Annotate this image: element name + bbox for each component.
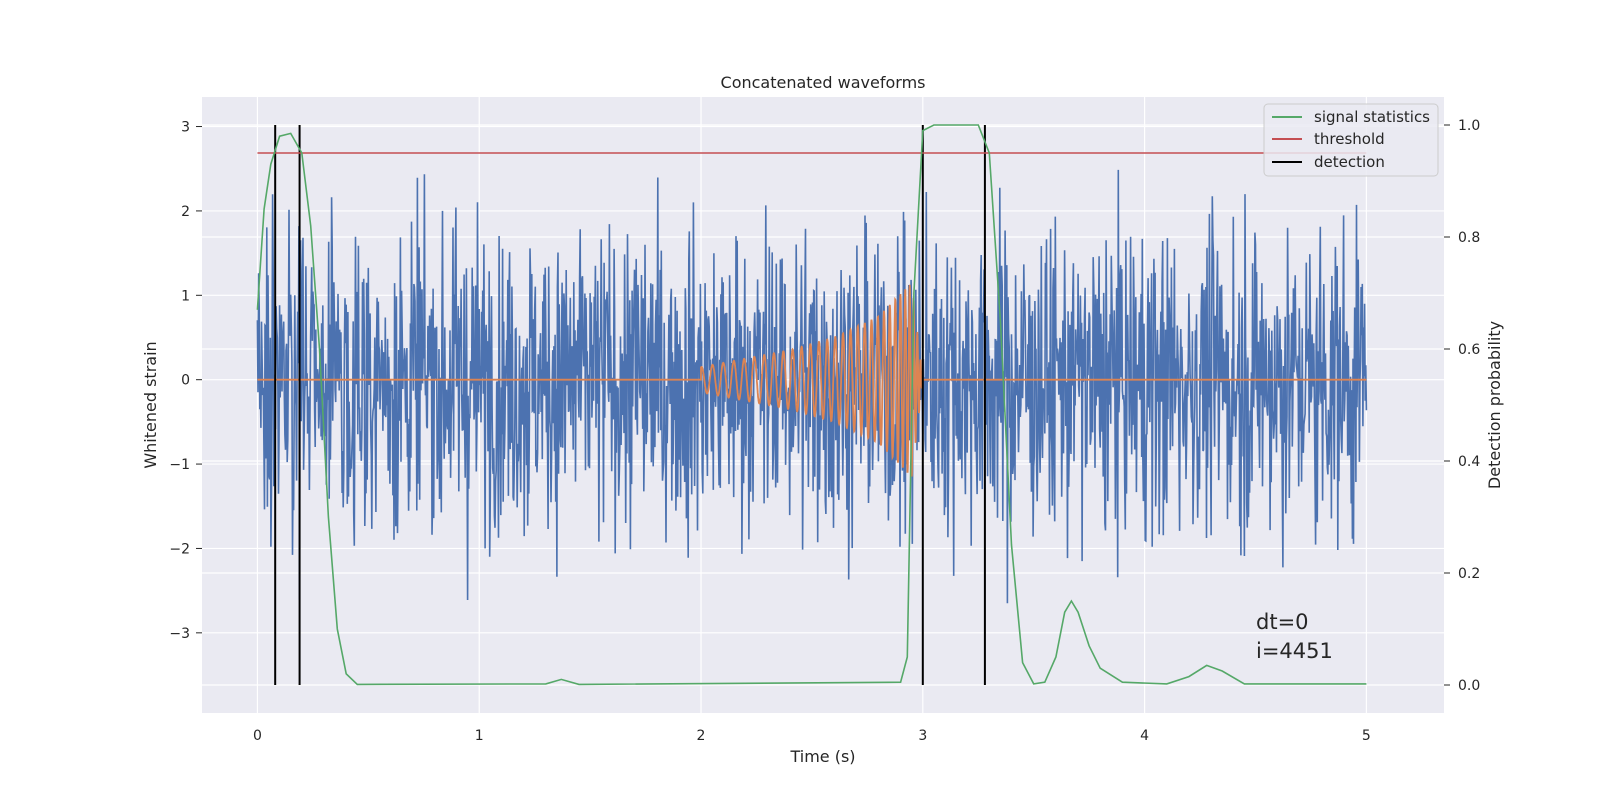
annotation: dt=0 i=4451	[1256, 610, 1333, 663]
plot-content	[256, 124, 1368, 686]
right-y-tick-label: 0.4	[1458, 454, 1480, 470]
x-tick-label: 4	[1140, 728, 1149, 744]
right-y-tick-label: 1.0	[1458, 118, 1480, 134]
right-y-axis-ticks: 0.0 0.2 0.4 0.6 0.8 1.0	[1444, 118, 1480, 694]
left-y-tick-label: 0	[181, 373, 190, 389]
right-y-tick-label: 0.0	[1458, 678, 1480, 694]
right-y-tick-label: 0.8	[1458, 230, 1480, 246]
legend: signal statistics threshold detection	[1263, 103, 1439, 177]
legend-label-detection: detection	[1314, 153, 1385, 171]
left-y-tick-label: −1	[169, 457, 190, 473]
signal-statistics-series	[256, 124, 1367, 686]
legend-label-signal-statistics: signal statistics	[1314, 108, 1430, 126]
x-tick-label: 5	[1362, 728, 1371, 744]
x-axis-ticks: 0 1 2 3 4 5	[253, 728, 1371, 744]
x-axis-label: Time (s)	[789, 747, 855, 766]
right-y-tick-label: 0.2	[1458, 566, 1480, 582]
annotation-dt: dt=0	[1256, 610, 1309, 634]
left-y-tick-label: 3	[181, 120, 190, 136]
x-tick-label: 1	[475, 728, 484, 744]
injected-waveform-series	[257, 284, 1367, 477]
left-y-tick-label: 1	[181, 288, 190, 304]
legend-box	[1263, 103, 1439, 177]
legend-label-threshold: threshold	[1314, 130, 1385, 148]
left-y-axis-label: Whitened strain	[141, 341, 160, 468]
left-y-tick-label: −2	[169, 541, 190, 557]
left-y-tick-label: 2	[181, 204, 190, 220]
detection-lines	[274, 125, 986, 685]
right-y-axis-label: Detection probability	[1485, 321, 1504, 489]
left-y-tick-label: −3	[169, 626, 190, 642]
right-y-tick-label: 0.6	[1458, 342, 1480, 358]
annotation-i: i=4451	[1256, 639, 1333, 663]
left-y-axis-ticks: −3 −2 −1 0 1 2 3	[169, 120, 202, 642]
x-tick-label: 2	[697, 728, 706, 744]
whitened-strain-series	[256, 169, 1368, 604]
chart-title: Concatenated waveforms	[721, 73, 926, 92]
x-tick-label: 3	[918, 728, 927, 744]
x-tick-label: 0	[253, 728, 262, 744]
